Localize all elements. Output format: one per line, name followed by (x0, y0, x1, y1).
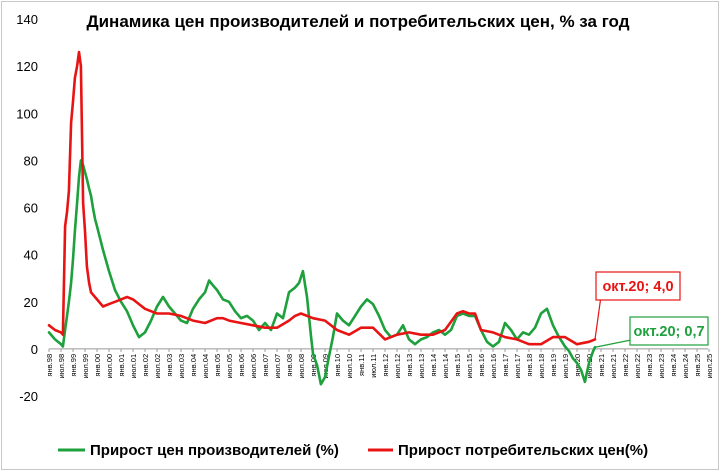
x-tick-label: июл.12 (393, 354, 402, 378)
x-tick-label: янв.08 (285, 354, 294, 377)
x-tick-label: июл.23 (657, 354, 666, 378)
x-tick-label: янв.23 (645, 354, 654, 377)
y-tick-label: 20 (24, 295, 38, 310)
x-tick-label: июл.99 (81, 354, 90, 378)
x-tick-label: июл.22 (633, 354, 642, 378)
x-tick-label: июл.19 (561, 354, 570, 378)
x-tick-label: июл.07 (273, 354, 282, 378)
annotation-consumer-text: окт.20; 4,0 (602, 279, 673, 295)
x-tick-label: янв.03 (165, 354, 174, 377)
annotation-consumer-leader (594, 295, 602, 340)
x-tick-label: янв.07 (261, 354, 270, 377)
legend-label: Прирост потребительских цен(%) (398, 442, 648, 459)
y-tick-label: 100 (16, 106, 38, 121)
x-tick-label: янв.98 (45, 354, 54, 377)
x-tick-label: янв.13 (405, 354, 414, 377)
annotation-producer-leader (594, 339, 632, 348)
x-tick-label: янв.24 (669, 354, 678, 377)
y-tick-label: 0 (31, 342, 38, 357)
y-tick-label: 40 (24, 248, 38, 263)
x-tick-label: янв.02 (141, 354, 150, 377)
x-tick-label: янв.09 (309, 354, 318, 377)
x-tick-label: июл.04 (201, 354, 210, 378)
x-tick-label: июл.15 (465, 354, 474, 378)
x-tick-label: янв.22 (621, 354, 630, 377)
x-tick-label: янв.25 (693, 354, 702, 377)
chart-title: Динамика цен производителей и потребител… (86, 12, 629, 31)
y-tick-label: 120 (16, 59, 38, 74)
x-tick-label: янв.99 (69, 354, 78, 377)
x-tick-label: июл.14 (441, 354, 450, 378)
x-tick-label: июл.16 (489, 354, 498, 378)
x-tick-label: янв.21 (597, 354, 606, 377)
annotation-consumer-box (595, 271, 681, 301)
x-tick-label: янв.06 (237, 354, 246, 377)
x-tick-label: янв.19 (549, 354, 558, 377)
x-tick-label: июл.24 (681, 354, 690, 378)
series-line-consumer-prices (47, 50, 597, 346)
x-tick-label: янв.16 (477, 354, 486, 377)
x-tick-label: июл.03 (177, 354, 186, 378)
x-tick-label: июл.98 (57, 354, 66, 378)
x-tick-label: янв.18 (525, 354, 534, 377)
annotation-producer-box (629, 316, 709, 346)
x-tick-label: янв.05 (213, 354, 222, 377)
x-tick-label: янв.00 (93, 354, 102, 377)
x-tick-label: янв.11 (357, 354, 366, 376)
x-tick-label: янв.12 (381, 354, 390, 377)
x-tick-label: июл.11 (369, 354, 378, 378)
x-tick-label: июл.17 (513, 354, 522, 378)
y-tick-label: 60 (24, 201, 38, 216)
x-tick-label: июл.10 (345, 354, 354, 378)
y-tick-label: 80 (24, 153, 38, 168)
x-tick-label: июл.21 (609, 354, 618, 378)
series-line-producer-prices (47, 159, 597, 386)
x-tick-label: янв.17 (501, 354, 510, 377)
annotation-producer-text: окт.20; 0,7 (633, 324, 704, 340)
x-tick-label: июл.01 (129, 354, 138, 378)
x-tick-label: янв.01 (117, 354, 126, 377)
x-tick-label: июл.08 (297, 354, 306, 378)
x-tick-label: июл.09 (321, 354, 330, 378)
x-tick-label: июл.02 (153, 354, 162, 378)
x-tick-label: янв.15 (453, 354, 462, 377)
x-tick-label: июл.25 (705, 354, 714, 378)
x-tick-label: июл.00 (105, 354, 114, 378)
x-tick-label: июл.18 (537, 354, 546, 378)
y-tick-label: 140 (16, 12, 38, 27)
x-tick-label: янв.10 (333, 354, 342, 377)
x-tick-label: июл.13 (417, 354, 426, 378)
x-tick-label: янв.04 (189, 354, 198, 377)
y-tick-label: -20 (19, 389, 38, 404)
legend-label: Прирост цен производителей (%) (90, 442, 339, 459)
x-tick-label: июл.06 (249, 354, 258, 378)
x-tick-label: янв.14 (429, 354, 438, 377)
x-tick-label: июл.05 (225, 354, 234, 378)
